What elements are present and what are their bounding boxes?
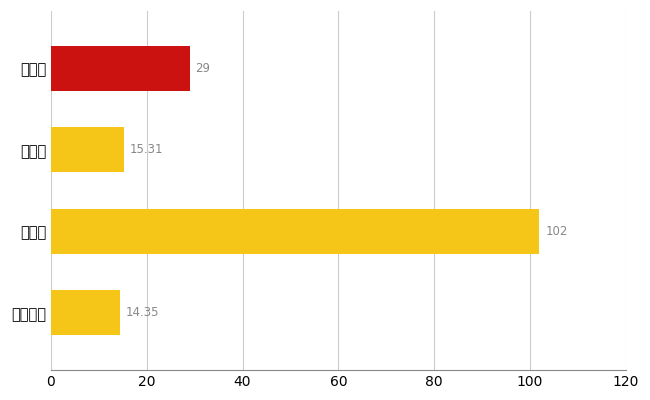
Text: 14.35: 14.35 (125, 306, 159, 320)
Text: 102: 102 (545, 225, 567, 238)
Bar (51, 46, 190, 91)
Bar (51, 209, 540, 254)
Text: 29: 29 (196, 62, 211, 75)
Bar (51, 127, 124, 172)
Text: 15.31: 15.31 (130, 143, 164, 156)
Bar (51, 290, 120, 335)
